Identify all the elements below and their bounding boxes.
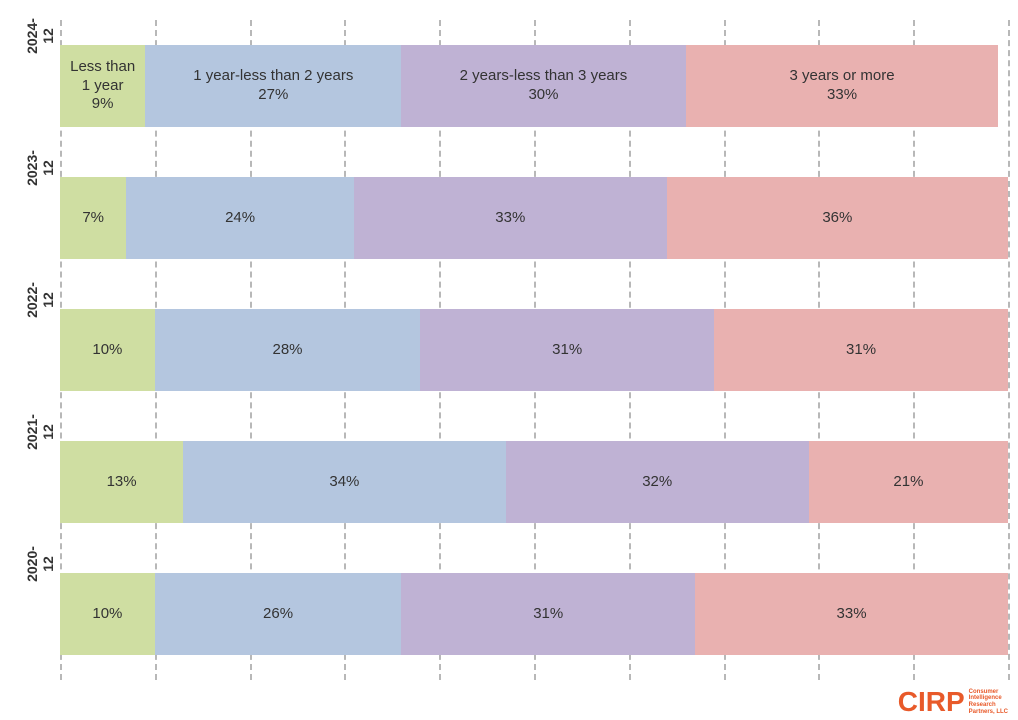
y-axis-label: 2022-12 xyxy=(24,280,56,320)
bar-segment: 21% xyxy=(809,441,1008,523)
bar-segment: 36% xyxy=(667,177,1008,259)
bar-segment: 32% xyxy=(506,441,809,523)
segment-label: 32% xyxy=(642,473,672,492)
bar-segment: 31% xyxy=(714,309,1008,391)
segment-label: 1 year-less than 2 years 27% xyxy=(193,67,353,105)
bar-segment: 33% xyxy=(354,177,667,259)
bar-segment: 2 years-less than 3 years 30% xyxy=(401,45,685,127)
segment-label: 10% xyxy=(92,341,122,360)
bar-row: 10% 28% 31% 31% xyxy=(60,309,1008,391)
bar-row: 13% 34% 32% 21% xyxy=(60,441,1008,523)
bar-segment: 26% xyxy=(155,573,401,655)
segment-label: 2 years-less than 3 years 30% xyxy=(460,67,628,105)
segment-label: 21% xyxy=(893,473,923,492)
bar-row: 10% 26% 31% 33% xyxy=(60,573,1008,655)
bar-segment: 34% xyxy=(183,441,505,523)
segment-label: 33% xyxy=(837,605,867,624)
bar-segment: 13% xyxy=(60,441,183,523)
y-axis-label: 2021-12 xyxy=(24,412,56,452)
segment-label: 13% xyxy=(107,473,137,492)
bar-segment: 31% xyxy=(420,309,714,391)
cirp-logo-subtext: Consumer Intelligence Research Partners,… xyxy=(969,689,1008,715)
segment-label: 10% xyxy=(92,605,122,624)
cirp-logo-text: CIRP xyxy=(898,688,965,716)
cirp-logo: CIRP Consumer Intelligence Research Part… xyxy=(898,688,1008,716)
segment-label: 34% xyxy=(329,473,359,492)
gridline xyxy=(1008,20,1010,680)
segment-label: 31% xyxy=(846,341,876,360)
bar-row: 7% 24% 33% 36% xyxy=(60,177,1008,259)
segment-label: 24% xyxy=(225,209,255,228)
bar-segment: 1 year-less than 2 years 27% xyxy=(145,45,401,127)
bar-segment: 31% xyxy=(401,573,695,655)
bars-layer: 2024-12Less than 1 year 9%1 year-less th… xyxy=(60,20,1008,680)
y-axis-label: 2020-12 xyxy=(24,544,56,584)
segment-label: 28% xyxy=(273,341,303,360)
segment-label: 33% xyxy=(495,209,525,228)
segment-label: Less than 1 year 9% xyxy=(70,58,135,114)
segment-label: 36% xyxy=(822,209,852,228)
bar-segment: 28% xyxy=(155,309,420,391)
y-axis-label: 2023-12 xyxy=(24,148,56,188)
y-axis-label: 2024-12 xyxy=(24,16,56,56)
bar-segment: 33% xyxy=(695,573,1008,655)
bar-row: Less than 1 year 9% 1 year-less than 2 ye… xyxy=(60,45,999,127)
bar-segment: Less than 1 year 9% xyxy=(60,45,145,127)
chart-container: 2024-12 Less than 1 year 9% 1 year-less th… xyxy=(0,0,1018,720)
segment-label: 7% xyxy=(82,209,104,228)
segment-label: 3 years or more 33% xyxy=(790,67,895,105)
segment-label: 31% xyxy=(552,341,582,360)
bar-segment: 10% xyxy=(60,309,155,391)
bar-segment: 10% xyxy=(60,573,155,655)
segment-label: 26% xyxy=(263,605,293,624)
bar-segment: 3 years or more 33% xyxy=(686,45,999,127)
plot-area: 2024-12Less than 1 year 9%1 year-less th… xyxy=(60,20,1008,680)
bar-segment: 7% xyxy=(60,177,126,259)
segment-label: 31% xyxy=(533,605,563,624)
bar-segment: 24% xyxy=(126,177,354,259)
